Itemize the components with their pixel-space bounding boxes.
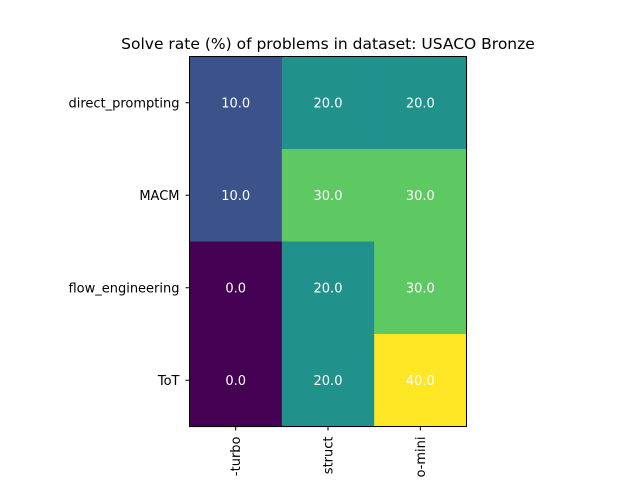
heatmap-cell-MACM-0 [189,149,283,243]
heatmap-cell-direct_prompting-0 [189,56,283,150]
y-tick-label: direct_prompting [68,96,179,111]
y-tick-label: flow_engineering [68,281,179,296]
cell-value-label: 40.0 [406,374,435,389]
heatmap-cell-flow_engineering-2 [374,241,468,335]
heatmap-cell-direct_prompting-1 [281,56,375,150]
heatmap-cells [189,56,468,428]
heatmap-cell-flow_engineering-1 [281,241,375,335]
heatmap-cell-labels: 10.0 20.0 20.0 10.0 30.0 30.0 0.0 20.0 30.0 0.0 20… [221,96,435,389]
heatmap-cell-MACM-1 [281,149,375,243]
y-tick-label: MACM [139,189,179,204]
cell-value-label: 10.0 [221,96,250,111]
cell-value-label: 20.0 [314,374,343,389]
x-tick-label: struct [322,437,337,475]
heatmap-cell-MACM-2 [374,149,468,243]
heatmap-cell-ToT-1 [281,334,375,428]
heatmap-cell-ToT-2 [374,334,468,428]
cell-value-label: 0.0 [225,281,246,296]
heatmap-cell-flow_engineering-0 [189,241,283,335]
heatmap-cell-ToT-0 [189,334,283,428]
cell-value-label: 10.0 [221,189,250,204]
y-tick-label: ToT [157,374,180,389]
cell-value-label: 20.0 [406,96,435,111]
y-axis: direct_prompting MACM flow_engineering ToT [68,96,190,389]
cell-value-label: 30.0 [406,281,435,296]
cell-value-label: 0.0 [225,374,246,389]
x-tick-label: -turbo [229,436,244,476]
x-axis: -turbo struct o-mini [229,426,429,478]
cell-value-label: 20.0 [314,281,343,296]
cell-value-label: 30.0 [314,189,343,204]
heatmap-cell-direct_prompting-2 [374,56,468,150]
chart-title: Solve rate (%) of problems in dataset: U… [121,35,535,53]
cell-value-label: 20.0 [314,96,343,111]
x-tick-label: o-mini [414,437,429,478]
cell-value-label: 30.0 [406,189,435,204]
